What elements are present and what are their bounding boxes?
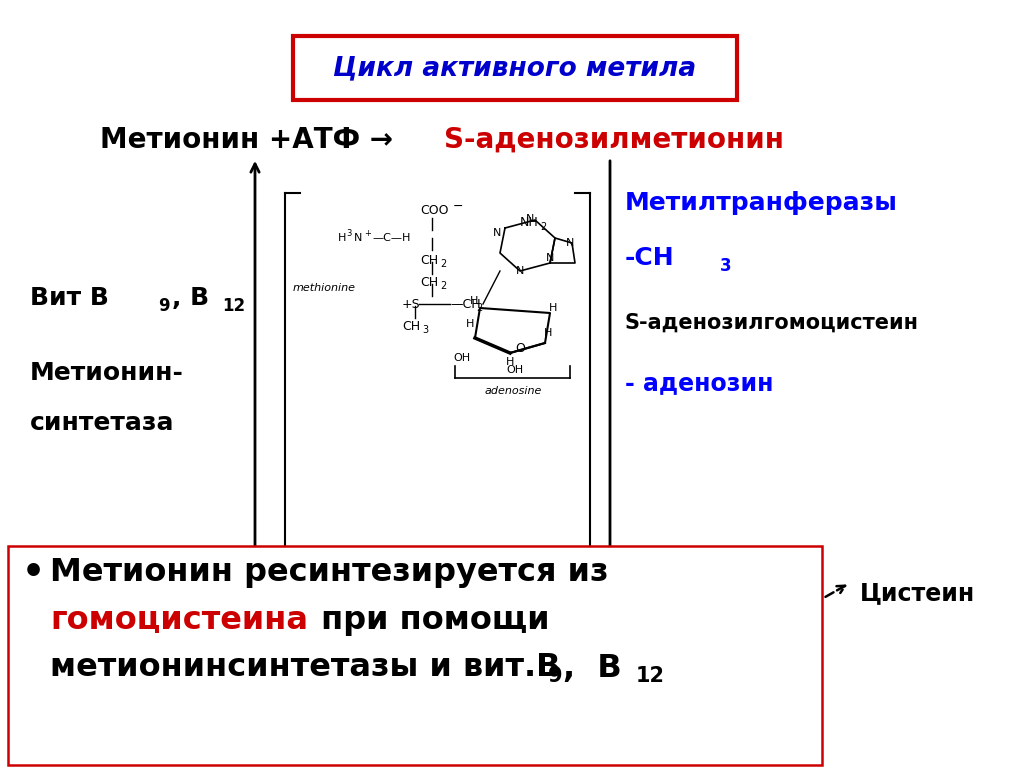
Text: 2: 2 — [440, 259, 446, 269]
Text: +: + — [364, 230, 371, 239]
FancyBboxPatch shape — [293, 36, 737, 100]
Text: S-Adenosylmethionine (adoMet): S-Adenosylmethionine (adoMet) — [319, 561, 520, 574]
Text: синтетаза: синтетаза — [30, 411, 174, 435]
Text: OH: OH — [454, 353, 471, 363]
Text: 3: 3 — [346, 230, 351, 239]
Text: Гомоцистеин: Гомоцистеин — [436, 698, 625, 722]
Text: NH: NH — [520, 217, 539, 230]
Text: Метионин-: Метионин- — [30, 361, 184, 385]
Text: adenosine: adenosine — [484, 386, 542, 396]
Text: H: H — [338, 233, 346, 243]
Text: •: • — [22, 556, 45, 590]
Text: Метионин ресинтезируется из: Метионин ресинтезируется из — [50, 558, 608, 588]
Text: S-аденозилметионин: S-аденозилметионин — [444, 126, 784, 154]
Text: —CH: —CH — [450, 297, 480, 310]
Text: H: H — [470, 296, 478, 306]
FancyBboxPatch shape — [8, 546, 822, 765]
Text: - аденозин: - аденозин — [625, 371, 773, 395]
Text: N: N — [516, 266, 524, 276]
Text: N: N — [354, 233, 362, 243]
Text: H: H — [506, 357, 514, 367]
Text: гомоцистеина: гомоцистеина — [50, 604, 308, 635]
Text: 9: 9 — [548, 666, 562, 686]
Text: , В: , В — [172, 286, 209, 310]
Text: COO: COO — [420, 204, 449, 217]
Text: 2: 2 — [540, 222, 546, 232]
Text: OH: OH — [507, 365, 523, 375]
Text: N: N — [566, 238, 574, 248]
Text: Вит В: Вит В — [30, 286, 109, 310]
Text: —C—H: —C—H — [372, 233, 411, 243]
Text: N: N — [493, 228, 501, 238]
Text: Цикл активного метила: Цикл активного метила — [334, 55, 696, 81]
Text: N: N — [525, 214, 535, 224]
Text: Метилтранферазы: Метилтранферазы — [625, 191, 898, 215]
Text: ,  В: , В — [563, 653, 622, 684]
Text: 12: 12 — [222, 297, 245, 315]
Text: H: H — [549, 303, 557, 313]
Text: 3: 3 — [422, 325, 428, 335]
Text: CH: CH — [402, 319, 420, 333]
Text: H: H — [466, 319, 474, 329]
Text: 2: 2 — [440, 281, 446, 291]
Text: N: N — [546, 253, 554, 263]
Text: 3: 3 — [720, 257, 731, 275]
Text: O: O — [515, 342, 525, 355]
Text: H: H — [544, 328, 552, 338]
Text: 9: 9 — [158, 297, 170, 315]
Text: +S: +S — [402, 297, 421, 310]
Text: при помощи: при помощи — [310, 604, 550, 635]
Text: Цистеин: Цистеин — [860, 581, 975, 605]
Text: метионинсинтетазы и вит.В: метионинсинтетазы и вит.В — [50, 653, 560, 684]
Text: CH: CH — [420, 276, 438, 289]
Text: 12: 12 — [636, 666, 665, 686]
Text: methionine: methionine — [293, 283, 356, 293]
Text: -СН: -СН — [625, 246, 675, 270]
Text: CH: CH — [420, 253, 438, 266]
Text: −: − — [453, 200, 464, 213]
Text: Метионин +АТФ →: Метионин +АТФ → — [100, 126, 402, 154]
Text: 2: 2 — [476, 303, 482, 313]
Text: S-аденозилгомоцистеин: S-аденозилгомоцистеин — [625, 313, 919, 333]
